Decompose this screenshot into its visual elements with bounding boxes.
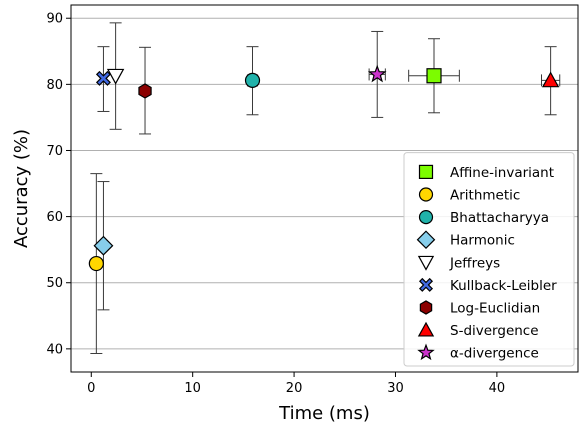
- x-tick-label: 0: [87, 381, 95, 396]
- legend-box: [403, 152, 575, 367]
- legend-label-jeffreys: Jeffreys: [449, 255, 500, 271]
- y-tick-label: 40: [46, 342, 63, 357]
- data-markers: [88, 64, 560, 272]
- x-tick-label: 10: [184, 381, 201, 396]
- legend-marker-harmonic: [416, 230, 436, 249]
- marker-bhattacharyya: [244, 72, 261, 88]
- legend-label-divergence: α-divergence: [450, 346, 539, 362]
- legend-label-arithmetic: Arithmetic: [450, 188, 520, 204]
- marker-divergence: [367, 64, 387, 83]
- y-tick-label: 70: [46, 144, 63, 159]
- legend-marker-bhattacharyya: [418, 210, 434, 225]
- marker-s-divergence: [541, 71, 560, 88]
- x-tick-label: 40: [489, 381, 506, 396]
- legend-label-affine-invariant: Affine-invariant: [450, 165, 554, 181]
- legend: Affine-invariant Arithmetic Bhattacharyya H…: [403, 152, 575, 367]
- legend-label-harmonic: Harmonic: [450, 233, 515, 249]
- x-ticks: 0 10 20 30 40: [87, 372, 505, 396]
- legend-marker-divergence: [417, 343, 435, 361]
- legend-label-log-euclidian: Log-Euclidian: [450, 301, 540, 317]
- marker-kullback-leibler: [95, 70, 111, 86]
- plot-frame: [70, 4, 579, 373]
- legend-marker-affine-invariant: [418, 164, 434, 179]
- legend-marker-s-divergence: [417, 321, 435, 337]
- marker-arithmetic: [88, 255, 104, 272]
- x-tick-label: 30: [387, 381, 404, 396]
- marker-jeffreys: [106, 68, 125, 85]
- y-tick-label: 90: [46, 12, 63, 27]
- marker-harmonic: [93, 235, 114, 256]
- y-tick-label: 50: [46, 276, 63, 291]
- y-tick-label: 60: [46, 210, 63, 225]
- legend-marker-jeffreys: [417, 255, 435, 271]
- x-tick-label: 20: [286, 381, 303, 396]
- marker-log-euclidian: [138, 83, 152, 99]
- legend-marker-arithmetic: [418, 187, 434, 202]
- legend-marker-kullback-leibler: [418, 277, 434, 292]
- x-axis-label: Time (ms): [278, 403, 370, 424]
- y-tick-label: 80: [46, 78, 63, 93]
- legend-label-s-divergence: S-divergence: [450, 323, 539, 339]
- legend-marker-log-euclidian: [419, 300, 433, 315]
- y-ticks: 40 50 60 70 80 90: [46, 12, 71, 357]
- y-axis-label: Accuracy (%): [11, 129, 32, 248]
- legend-label-bhattacharyya: Bhattacharyya: [450, 210, 549, 226]
- marker-affine-invariant: [426, 68, 442, 84]
- legend-label-kullback-leibler: Kullback-Leibler: [450, 278, 557, 294]
